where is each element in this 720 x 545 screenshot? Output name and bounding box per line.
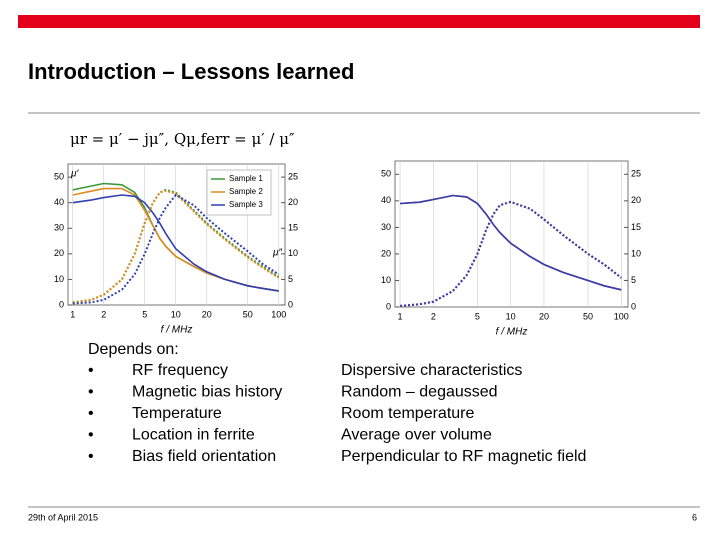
x-tick-label: 5 — [142, 309, 147, 319]
y-tick-label: 20 — [54, 248, 64, 258]
x-tick-label: 1 — [70, 309, 75, 319]
y2-tick-label: 10 — [288, 248, 298, 258]
item-text: Average over volume — [341, 427, 492, 444]
series-line — [400, 194, 622, 291]
y-tick-label: 40 — [54, 197, 64, 207]
x-tick-label: 50 — [243, 309, 253, 319]
y-tick-label: 0 — [59, 299, 64, 309]
y2-tick-label: 25 — [631, 169, 641, 179]
footer-date: 29th of April 2015 — [28, 512, 98, 522]
y2-tick-label: 5 — [631, 275, 636, 285]
top-bar — [18, 15, 700, 28]
y-tick-label: 30 — [381, 222, 391, 232]
y-tick-label: 50 — [54, 171, 64, 181]
bullet-marker: • — [88, 405, 94, 422]
x-tick-label: 5 — [475, 311, 480, 321]
x-tick-label: 1 — [398, 311, 403, 321]
bullet-text: Location in ferrite — [132, 427, 255, 444]
plot-frame — [394, 160, 629, 308]
bullet-marker: • — [88, 384, 94, 401]
item-text: Room temperature — [341, 405, 474, 422]
y2-tick-label: 0 — [288, 299, 293, 309]
item-text: Random – degaussed — [341, 384, 498, 401]
y-tick-label: 40 — [381, 195, 391, 205]
bullet-text: RF frequency — [132, 362, 228, 379]
series-line — [72, 194, 279, 292]
bullet-marker: • — [88, 448, 94, 465]
x-axis-label: f / MHz — [496, 327, 528, 338]
legend-label: Sample 3 — [229, 200, 263, 209]
slide-title: Introduction – Lessons learned — [28, 59, 354, 84]
legend-label: Sample 1 — [229, 174, 263, 183]
x-tick-label: 2 — [101, 309, 106, 319]
y-tick-label: 0 — [386, 301, 391, 311]
bullet-marker: • — [88, 362, 94, 379]
x-tick-label: 10 — [506, 311, 516, 321]
y2-tick-label: 0 — [631, 301, 636, 311]
y-tick-label: 10 — [381, 275, 391, 285]
series-line — [400, 200, 622, 307]
y2-tick-label: 5 — [288, 274, 293, 284]
y2-tick-label: 25 — [288, 171, 298, 181]
x-tick-label: 10 — [171, 309, 181, 319]
y2-tick-label: 20 — [631, 195, 641, 205]
x-tick-label: 50 — [583, 311, 593, 321]
y2-axis-label: μ″ — [272, 248, 282, 259]
legend-label: Sample 2 — [229, 187, 263, 196]
x-tick-label: 100 — [271, 309, 286, 319]
plot-frame — [67, 163, 286, 306]
y2-tick-label: 15 — [288, 223, 298, 233]
y-axis-label: μ′ — [70, 169, 79, 180]
x-tick-label: 20 — [539, 311, 549, 321]
series-line — [72, 189, 280, 304]
x-axis-label: f / MHz — [161, 325, 193, 336]
y-tick-label: 30 — [54, 223, 64, 233]
formula: μr = μ′ − jμ″, Qμ,ferr = μ′ / μ″ — [70, 130, 295, 148]
x-tick-label: 20 — [202, 309, 212, 319]
item-text: Dispersive characteristics — [341, 362, 522, 379]
y2-tick-label: 15 — [631, 222, 641, 232]
y2-tick-label: 10 — [631, 248, 641, 258]
left-heading: Depends on: — [88, 341, 179, 358]
y-tick-label: 10 — [54, 274, 64, 284]
item-text: Perpendicular to RF magnetic field — [341, 448, 586, 465]
bullet-text: Magnetic bias history — [132, 384, 282, 401]
y2-tick-label: 20 — [288, 197, 298, 207]
bullet-marker: • — [88, 427, 94, 444]
series-line — [72, 193, 280, 305]
bullet-text: Bias field orientation — [132, 448, 276, 465]
y-tick-label: 20 — [381, 248, 391, 258]
y-tick-label: 50 — [381, 169, 391, 179]
bullet-text: Temperature — [132, 405, 222, 422]
page-number: 6 — [692, 512, 697, 522]
x-tick-label: 100 — [614, 311, 629, 321]
x-tick-label: 2 — [431, 311, 436, 321]
